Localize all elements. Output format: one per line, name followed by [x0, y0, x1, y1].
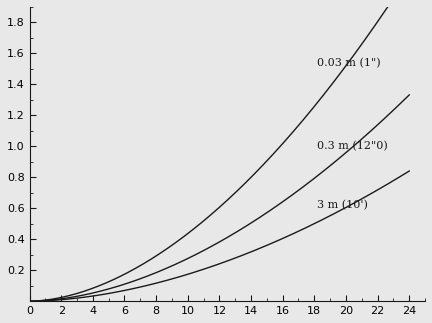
Text: 0.3 m (12"0): 0.3 m (12"0) — [318, 141, 388, 151]
Text: 3 m (10'): 3 m (10') — [318, 200, 368, 210]
Text: 0.03 m (1"): 0.03 m (1") — [318, 57, 381, 68]
